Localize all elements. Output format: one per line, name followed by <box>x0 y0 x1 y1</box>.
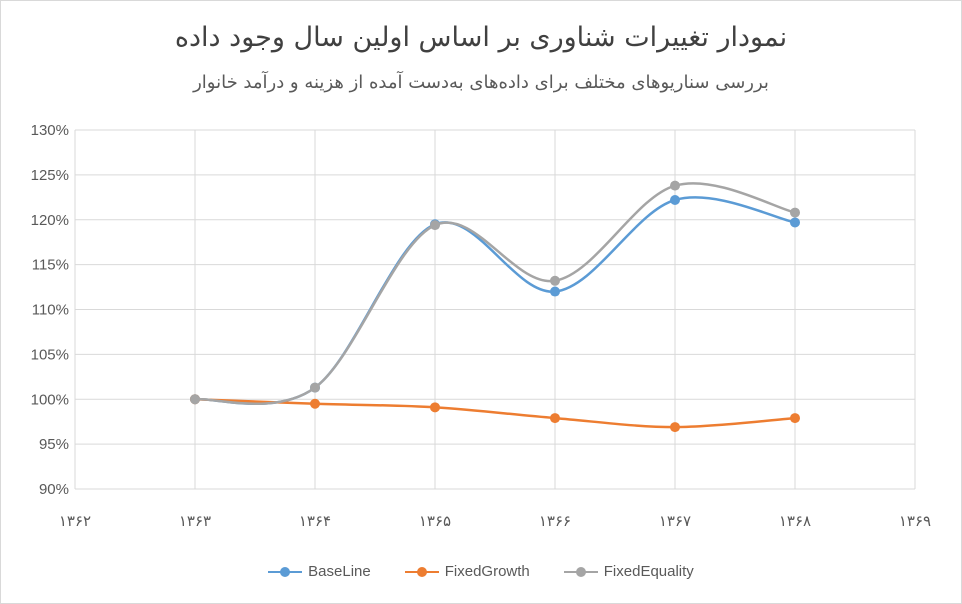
y-tick-label: 130% <box>31 122 69 139</box>
x-tick-label: ۱۳۶۷ <box>659 512 691 530</box>
x-tick-label: ۱۳۶۵ <box>419 512 451 530</box>
chart-title: نمودار تغییرات شناوری بر اساس اولین سال … <box>174 22 788 53</box>
data-point-baseline <box>550 286 560 297</box>
data-point-fixedgrowth <box>670 422 680 433</box>
series-line-baseline <box>193 196 797 406</box>
data-point-fixedequality <box>670 180 680 191</box>
y-tick-label: 110% <box>32 302 69 319</box>
data-point-fixedequality <box>310 382 320 393</box>
gridlines <box>74 129 916 490</box>
data-point-fixedequality <box>790 207 800 218</box>
legend: BaseLine FixedGrowth FixedEquality <box>0 563 962 580</box>
x-tick-label: ۱۳۶۹ <box>899 512 931 530</box>
x-tick-label: ۱۳۶۲ <box>59 512 91 530</box>
legend-label: FixedEquality <box>603 563 694 580</box>
data-point-fixedgrowth <box>430 402 440 413</box>
legend-label: BaseLine <box>308 563 371 580</box>
legend-swatch <box>563 566 598 578</box>
data-point-fixedequality <box>550 275 560 286</box>
y-tick-label: 100% <box>31 391 69 408</box>
chart-subtitle: بررسی سناریوهای مختلف برای داده‌های به‌د… <box>193 72 769 93</box>
legend-item-fixedgrowth: FixedGrowth <box>404 563 530 580</box>
series-lines <box>190 180 800 433</box>
data-point-baseline <box>790 217 800 228</box>
y-tick-label: 95% <box>39 436 69 453</box>
legend-label: FixedGrowth <box>444 563 530 580</box>
series-line-fixedequality <box>193 182 797 405</box>
y-tick-label: 125% <box>31 167 69 184</box>
x-tick-label: ۱۳۶۶ <box>539 512 571 530</box>
data-point-fixedgrowth <box>790 413 800 424</box>
legend-item-baseline: BaseLine <box>268 563 371 580</box>
y-tick-label: 105% <box>31 346 69 363</box>
data-point-baseline <box>670 195 680 206</box>
y-tick-label: 115% <box>32 257 69 274</box>
x-tick-label: ۱۳۶۴ <box>299 512 331 530</box>
x-tick-label: ۱۳۶۸ <box>779 512 811 530</box>
legend-swatch <box>404 566 439 578</box>
data-point-fixedgrowth <box>550 413 560 424</box>
axis-labels: 90% 95% 100% 105% 110% 115% 120% 125% 130% ۱۳۶۲ ۱۳… <box>31 122 931 530</box>
legend-item-fixedequality: FixedEquality <box>563 563 694 580</box>
x-tick-label: ۱۳۶۳ <box>179 512 211 530</box>
data-point-fixedgrowth <box>310 398 320 409</box>
y-tick-label: 120% <box>31 212 69 229</box>
data-point-fixedequality <box>190 394 200 405</box>
legend-swatch <box>268 566 303 578</box>
data-point-fixedequality <box>430 220 440 231</box>
y-tick-label: 90% <box>39 481 69 498</box>
series-line-fixedgrowth <box>193 398 797 429</box>
